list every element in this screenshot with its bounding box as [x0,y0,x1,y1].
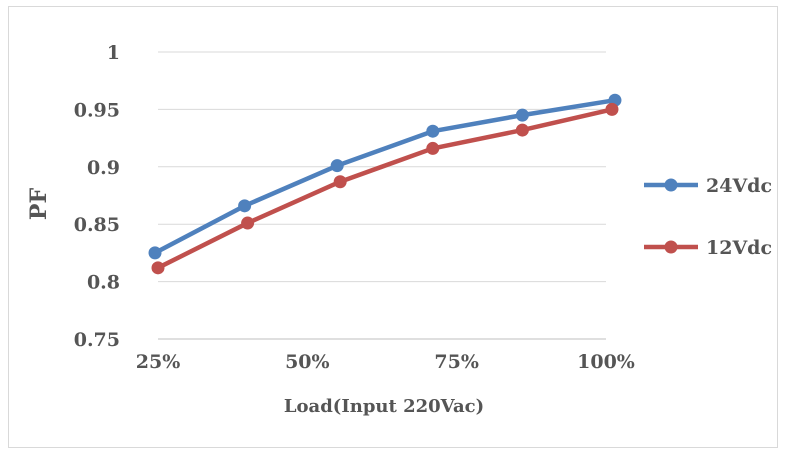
y-axis-title: PF [26,188,52,221]
x-tick-label: 50% [285,351,330,373]
data-point-24Vdc [238,199,252,213]
y-tick-label: 0.8 [87,272,120,294]
data-point-12Vdc [515,123,529,137]
y-tick-label: 0.95 [74,99,120,121]
series-lines [148,93,622,275]
x-tick-label: 100% [577,351,635,373]
data-point-24Vdc [426,124,440,138]
data-point-24Vdc [515,108,529,122]
data-point-12Vdc [151,261,165,275]
legend-marker-24Vdc [664,178,678,192]
data-point-24Vdc [330,159,344,173]
data-point-24Vdc [148,246,162,260]
y-tick-label: 0.85 [74,214,120,236]
legend-marker-12Vdc [664,240,678,254]
series-line-12Vdc [156,107,613,270]
x-tick-label: 75% [434,351,479,373]
data-point-12Vdc [605,102,619,116]
gridlines [158,51,606,340]
y-tick-label: 0.75 [74,329,120,351]
data-point-12Vdc [333,175,347,189]
x-axis-title: Load(Input 220Vac) [284,396,484,417]
x-tick-labels: 25% 50% 75% 100% [136,351,635,373]
legend: 24Vdc 12Vdc [644,175,772,259]
chart-frame [8,6,778,448]
y-tick-labels: 0.75 0.8 0.85 0.9 0.95 1 [74,42,120,351]
series-line-24Vdc [153,97,616,255]
legend-label-12Vdc: 12Vdc [706,237,772,259]
data-point-12Vdc [426,141,440,155]
y-tick-label: 1 [107,42,120,64]
y-tick-label: 0.9 [87,157,120,179]
legend-label-24Vdc: 24Vdc [706,175,772,197]
data-point-12Vdc [241,216,255,230]
x-tick-label: 25% [136,351,181,373]
